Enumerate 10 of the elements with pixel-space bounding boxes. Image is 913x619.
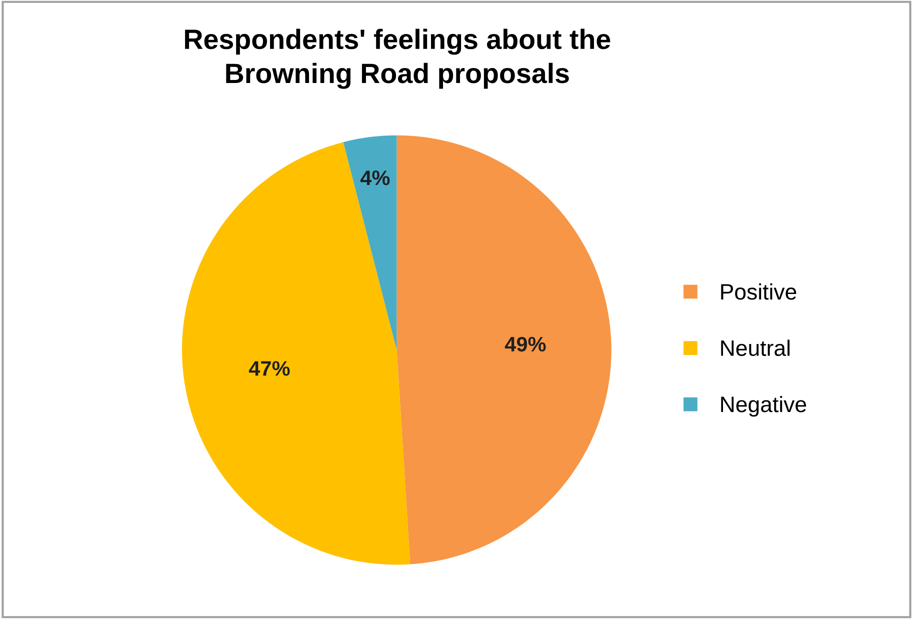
pie-slice <box>182 142 410 565</box>
data-label: 47% <box>248 361 290 376</box>
data-label: 4% <box>360 170 390 186</box>
pie-slice <box>396 135 612 564</box>
legend-label: Neutral <box>721 340 790 356</box>
pie-slice <box>343 135 397 350</box>
legend-label: Negative <box>721 396 806 417</box>
legend-label: Positive <box>721 283 796 300</box>
chart-title: Respondents' feelings about the Browning Road proposals <box>185 28 610 89</box>
data-label: 49% <box>504 336 546 352</box>
